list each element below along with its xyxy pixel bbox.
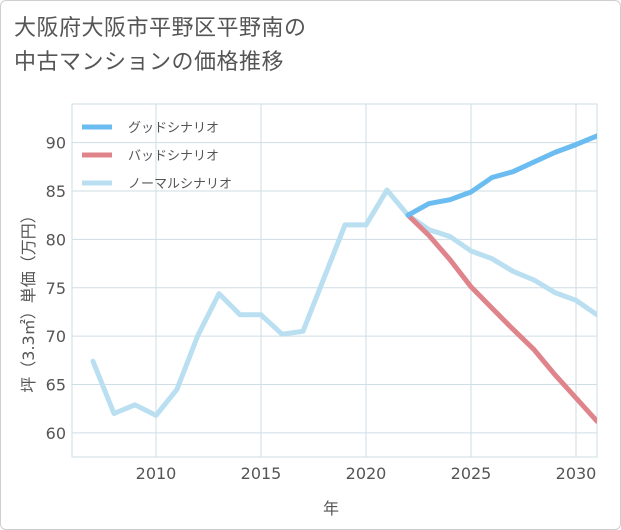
chart-title: 大阪府大阪市平野区平野南の 中古マンションの価格推移 bbox=[14, 12, 307, 80]
y-tick-label: 80 bbox=[46, 230, 66, 249]
y-tick-label: 75 bbox=[46, 279, 66, 298]
x-tick-label: 2020 bbox=[346, 464, 387, 483]
x-tick-label: 2010 bbox=[136, 464, 177, 483]
good-scenario-legend-label: グッドシナリオ bbox=[128, 121, 219, 136]
x-tick-label: 2030 bbox=[556, 464, 597, 483]
y-axis-label: 坪（3.3㎡）単価（万円） bbox=[19, 207, 38, 392]
grid bbox=[72, 104, 597, 457]
bad-scenario-legend-label: バッドシナリオ bbox=[128, 149, 219, 164]
bad-scenario-line bbox=[405, 212, 597, 424]
x-axis-label: 年 bbox=[323, 499, 339, 518]
series-group bbox=[90, 133, 597, 424]
y-tick-label: 60 bbox=[46, 424, 66, 443]
x-tick-label: 2025 bbox=[451, 464, 492, 483]
good-scenario-line bbox=[405, 133, 597, 218]
x-tick-label: 2015 bbox=[241, 464, 282, 483]
plot-area-frame bbox=[71, 103, 598, 458]
title-line-1: 大阪府大阪市平野区平野南の bbox=[14, 16, 307, 41]
tick-labels: 2010 2015 2020 2025 2030 60 65 70 75 80 85 90 bbox=[46, 134, 597, 483]
y-tick-label: 70 bbox=[46, 327, 66, 346]
normal-scenario-line bbox=[90, 187, 597, 418]
y-tick-label: 90 bbox=[46, 134, 66, 153]
title-line-2: 中古マンションの価格推移 bbox=[14, 50, 285, 75]
normal-scenario-legend-label: ノーマルシナリオ bbox=[128, 177, 232, 192]
y-tick-label: 65 bbox=[46, 375, 66, 394]
y-tick-label: 85 bbox=[46, 182, 66, 201]
